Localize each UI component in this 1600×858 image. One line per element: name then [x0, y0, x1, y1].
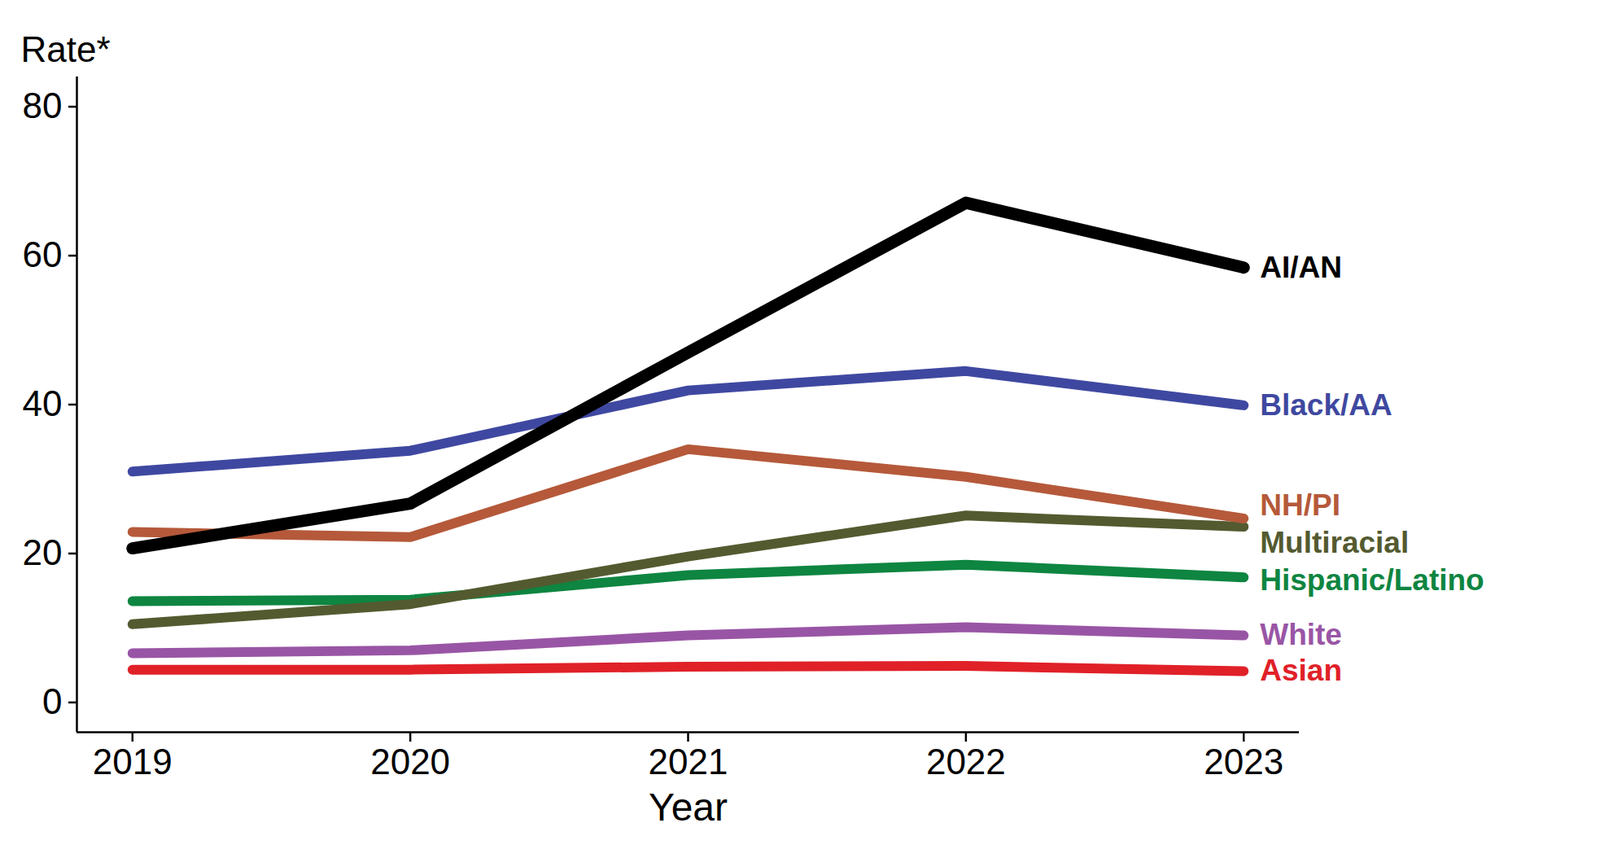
- svg-text:Black/AA: Black/AA: [1259, 388, 1392, 422]
- svg-text:2020: 2020: [370, 741, 451, 782]
- svg-text:Rate*: Rate*: [21, 29, 111, 70]
- svg-text:20: 20: [22, 532, 63, 573]
- svg-text:80: 80: [22, 85, 63, 126]
- svg-text:Multiracial: Multiracial: [1259, 525, 1409, 560]
- svg-text:Year: Year: [648, 785, 728, 829]
- svg-text:NH/PI: NH/PI: [1259, 488, 1341, 522]
- svg-text:2022: 2022: [926, 741, 1006, 782]
- svg-text:Hispanic/Latino: Hispanic/Latino: [1259, 563, 1484, 597]
- svg-text:2021: 2021: [648, 741, 729, 782]
- svg-text:AI/AN: AI/AN: [1259, 250, 1343, 285]
- svg-text:2023: 2023: [1203, 741, 1284, 782]
- svg-text:White: White: [1259, 617, 1343, 652]
- svg-text:2019: 2019: [92, 741, 173, 782]
- svg-text:60: 60: [22, 234, 63, 275]
- svg-text:0: 0: [42, 681, 62, 722]
- svg-text:Asian: Asian: [1259, 653, 1343, 687]
- svg-text:40: 40: [22, 383, 63, 424]
